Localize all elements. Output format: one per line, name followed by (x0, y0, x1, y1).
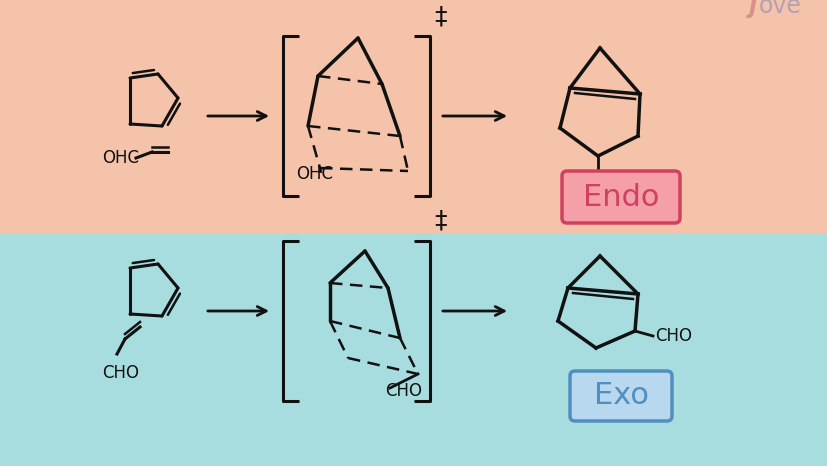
FancyBboxPatch shape (562, 171, 679, 223)
Text: Exo: Exo (593, 382, 648, 411)
Text: ‡: ‡ (433, 4, 446, 28)
Text: j: j (747, 0, 755, 18)
Text: OHC: OHC (295, 165, 332, 183)
Text: CHO: CHO (102, 364, 139, 382)
Text: CHO: CHO (654, 327, 691, 345)
Polygon shape (0, 233, 827, 466)
Text: CHO: CHO (385, 382, 422, 400)
Text: CHO: CHO (579, 188, 616, 206)
FancyBboxPatch shape (569, 371, 672, 421)
Text: ove: ove (758, 0, 801, 18)
Text: ‡: ‡ (433, 209, 446, 233)
Polygon shape (0, 0, 827, 233)
Text: Endo: Endo (582, 183, 658, 212)
Text: OHC: OHC (102, 149, 139, 167)
